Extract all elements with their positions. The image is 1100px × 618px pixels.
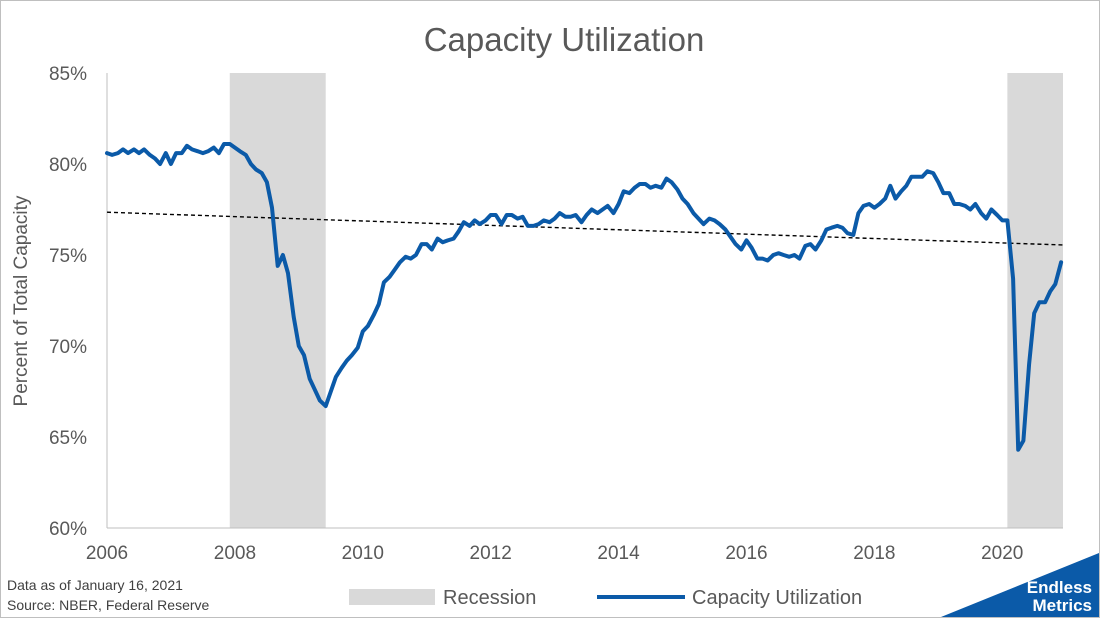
- y-tick-label: 75%: [49, 246, 87, 267]
- recession-bands: [229, 73, 1063, 528]
- x-tick-label: 2020: [981, 543, 1023, 564]
- series-layer: [105, 142, 1064, 452]
- y-axis-label: Percent of Total Capacity: [11, 195, 32, 406]
- logo-text-endless: Endless: [1027, 578, 1092, 597]
- logo-banner: [941, 553, 1099, 617]
- y-tick-label: 60%: [49, 519, 87, 540]
- x-tick-label: 2014: [597, 543, 640, 564]
- logo-text-metrics: Metrics: [1032, 596, 1092, 615]
- y-tick-label: 80%: [49, 155, 87, 176]
- series-line-capacity-utilization: [105, 142, 1064, 452]
- legend-label-capacity-utilization: Capacity Utilization: [692, 587, 862, 609]
- x-tick-label: 2018: [853, 543, 895, 564]
- x-tick-label: 2008: [214, 543, 256, 564]
- axes: [106, 73, 1063, 529]
- recession-band-2: [1007, 73, 1063, 528]
- data-date-note: Data as of January 16, 2021: [7, 577, 183, 593]
- y-tick-label: 65%: [49, 428, 87, 449]
- endless-metrics-logo: Endless Metrics: [941, 553, 1099, 617]
- x-tick-label: 2006: [86, 543, 128, 564]
- legend-swatch-recession: [349, 589, 435, 605]
- y-tick-label: 70%: [49, 337, 87, 358]
- footer-notes: Data as of January 16, 2021 Source: NBER…: [7, 575, 209, 615]
- trendline-layer: [106, 211, 1064, 246]
- x-tick-label: 2016: [725, 543, 767, 564]
- x-tick-label: 2012: [470, 543, 512, 564]
- legend: Recession Capacity Utilization: [349, 587, 862, 609]
- recession-band-1: [229, 73, 326, 528]
- y-tick-label: 85%: [49, 64, 87, 85]
- tick-labels: 60% 65% 70% 75% 80% 85% 2006 2008 2010 2012 2014 20…: [49, 64, 1023, 564]
- trendline: [106, 211, 1064, 246]
- legend-label-recession: Recession: [443, 587, 536, 609]
- source-note: Source: NBER, Federal Reserve: [7, 597, 210, 613]
- x-tick-label: 2010: [342, 543, 384, 564]
- chart-title: Capacity Utilization: [424, 21, 705, 58]
